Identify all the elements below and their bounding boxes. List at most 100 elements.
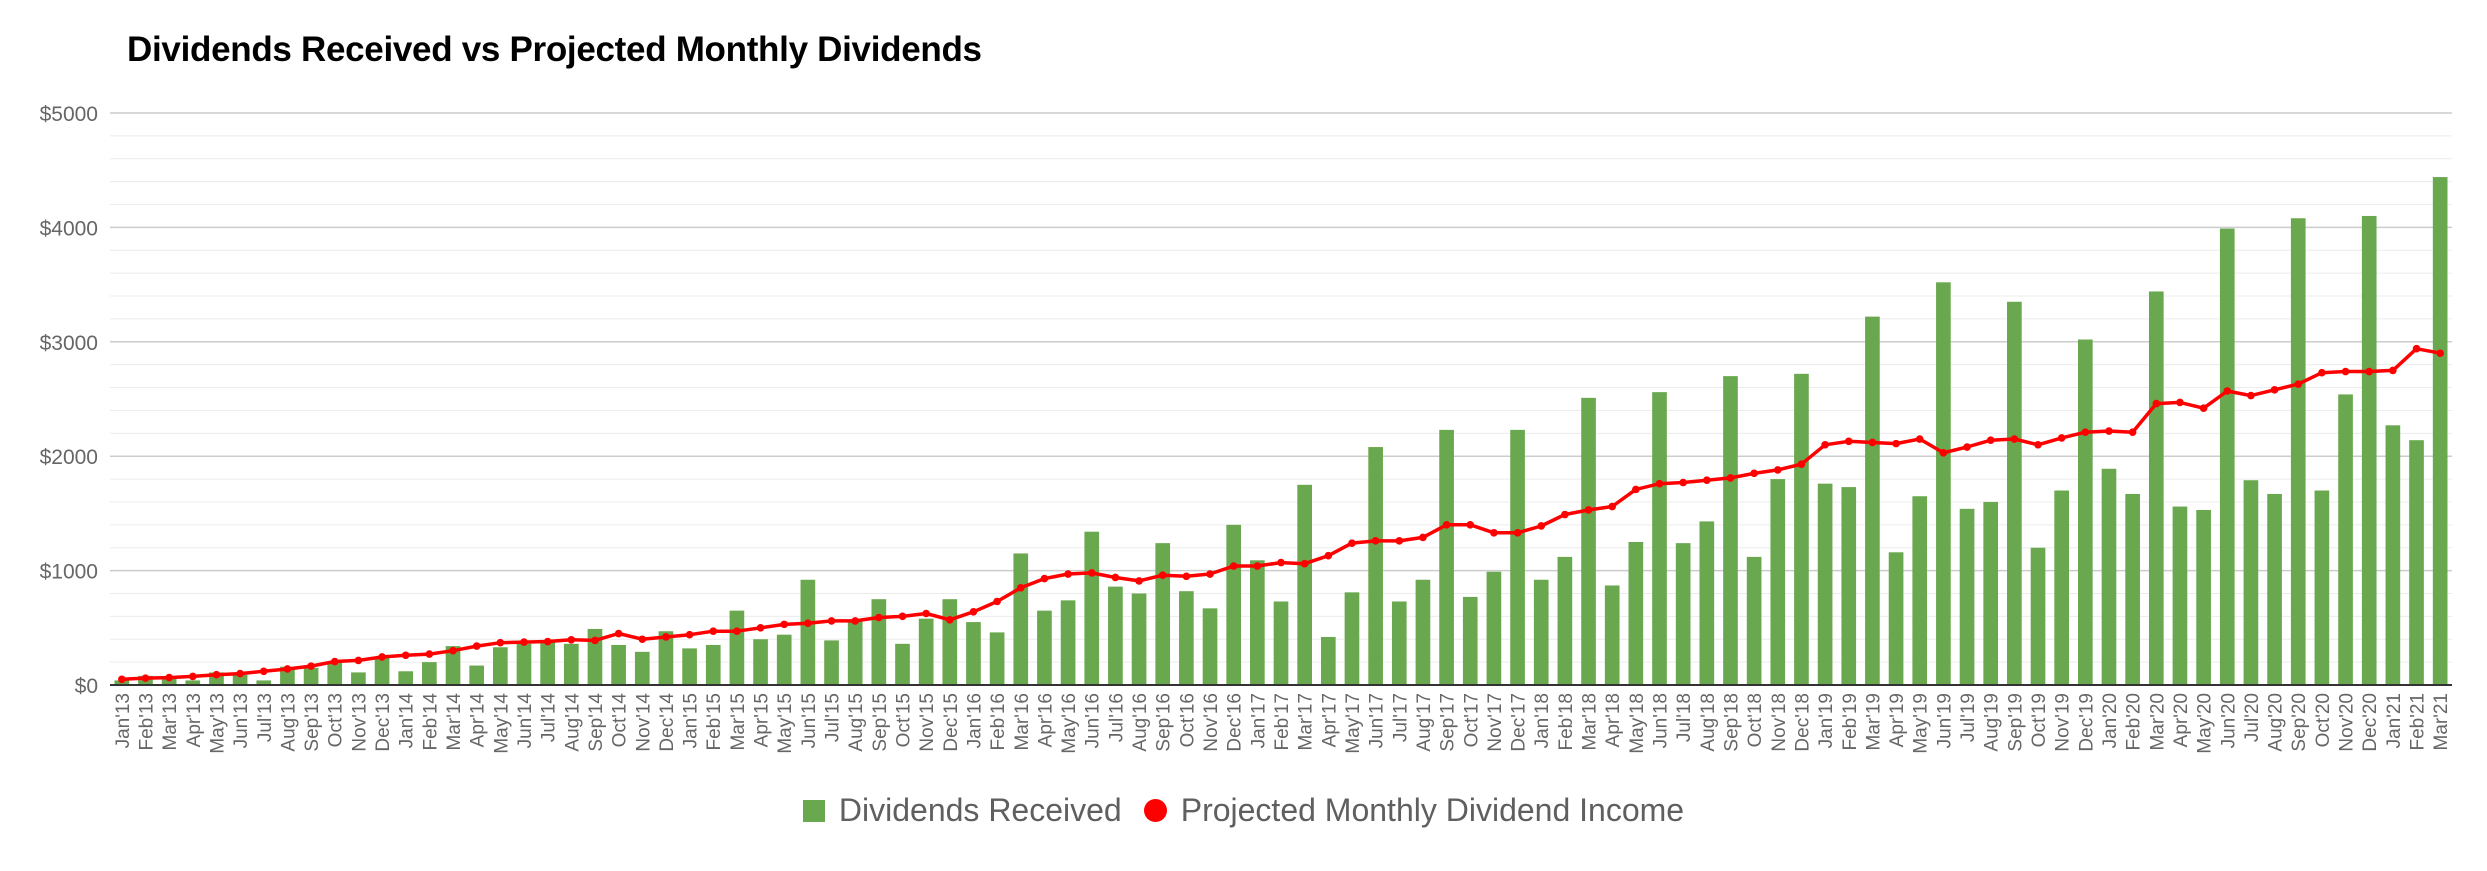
bar-Jan'21[interactable] — [2385, 425, 2401, 685]
bar-Jul'13[interactable] — [256, 680, 272, 685]
line-point-Nov'15[interactable] — [922, 609, 930, 618]
bar-Aug'13[interactable] — [280, 666, 295, 685]
line-point-Sep'20[interactable] — [2294, 380, 2303, 388]
line-point-Jul'18[interactable] — [1679, 478, 1687, 487]
bar-Aug'17[interactable] — [1415, 579, 1431, 685]
bar-Nov'18[interactable] — [1770, 479, 1786, 685]
line-point-May'17[interactable] — [1348, 539, 1356, 547]
bar-May'16[interactable] — [1060, 600, 1076, 685]
line-point-Dec'13[interactable] — [378, 653, 386, 661]
line-point-Feb'20[interactable] — [2128, 428, 2137, 436]
line-point-Apr'15[interactable] — [756, 624, 765, 632]
bar-Aug'18[interactable] — [1699, 521, 1715, 685]
bar-Jun'16[interactable] — [1084, 531, 1100, 685]
line-point-Jan'15[interactable] — [685, 630, 694, 639]
bar-Jun'18[interactable] — [1652, 392, 1667, 685]
bar-Nov'17[interactable] — [1486, 571, 1502, 685]
line-point-Feb'19[interactable] — [1844, 437, 1853, 446]
bar-Nov'16[interactable] — [1202, 608, 1218, 685]
line-point-Aug'16[interactable] — [1135, 577, 1143, 585]
bar-Aug'20[interactable] — [2267, 493, 2282, 685]
line-point-Nov'13[interactable] — [354, 656, 363, 665]
bar-Feb'18[interactable] — [1557, 556, 1573, 685]
bar-Dec'18[interactable] — [1794, 373, 1809, 685]
line-point-Nov'20[interactable] — [2341, 367, 2350, 376]
line-point-May'14[interactable] — [496, 638, 505, 647]
line-point-Mar'21[interactable] — [2436, 349, 2444, 358]
bar-Mar'18[interactable] — [1581, 397, 1596, 685]
line-point-Aug'13[interactable] — [283, 665, 292, 673]
line-point-Jan'14[interactable] — [401, 651, 410, 660]
line-point-May'15[interactable] — [780, 620, 789, 629]
bar-Jan'15[interactable] — [682, 648, 697, 685]
line-point-Jan'21[interactable] — [2389, 366, 2397, 375]
line-point-Nov'18[interactable] — [1773, 466, 1782, 474]
line-point-Apr'18[interactable] — [1608, 502, 1616, 511]
line-point-Jul'13[interactable] — [259, 667, 268, 676]
bar-Jan'14[interactable] — [398, 671, 414, 685]
line-point-Mar'16[interactable] — [1016, 583, 1025, 592]
line-point-Sep'13[interactable] — [307, 662, 315, 670]
line-point-Mar'19[interactable] — [1868, 438, 1877, 447]
line-point-Aug'20[interactable] — [2270, 386, 2279, 394]
line-point-Oct'18[interactable] — [1750, 469, 1758, 478]
bar-Jun'14[interactable] — [516, 643, 532, 685]
line-point-Sep'18[interactable] — [1726, 474, 1735, 482]
line-point-Aug'14[interactable] — [567, 636, 576, 644]
bar-Feb'19[interactable] — [1841, 487, 1857, 685]
line-point-Mar'17[interactable] — [1300, 559, 1309, 568]
bar-May'20[interactable] — [2196, 509, 2211, 685]
line-point-Jul'16[interactable] — [1111, 573, 1120, 582]
line-point-Apr'13[interactable] — [188, 672, 197, 681]
line-point-Jul'14[interactable] — [543, 637, 552, 646]
line-point-Oct'20[interactable] — [2318, 368, 2326, 377]
bar-Sep'17[interactable] — [1439, 429, 1454, 685]
bar-Dec'19[interactable] — [2077, 339, 2093, 685]
bar-Aug'19[interactable] — [1983, 501, 1999, 685]
bar-Sep'18[interactable] — [1723, 376, 1738, 685]
bar-Oct'13[interactable] — [327, 662, 343, 685]
bar-Mar'15[interactable] — [729, 610, 745, 685]
bar-Oct'18[interactable] — [1746, 556, 1762, 685]
bar-Mar'13[interactable] — [161, 678, 177, 685]
line-point-Apr'16[interactable] — [1040, 574, 1049, 583]
bar-Jul'17[interactable] — [1391, 601, 1407, 685]
bar-Nov'15[interactable] — [918, 618, 934, 685]
bar-Dec'13[interactable] — [374, 657, 390, 685]
line-point-Jun'15[interactable] — [804, 619, 812, 628]
line-point-May'20[interactable] — [2199, 404, 2208, 412]
bar-Jul'20[interactable] — [2243, 480, 2259, 685]
bar-Aug'16[interactable] — [1131, 593, 1147, 685]
bar-Apr'13[interactable] — [185, 680, 201, 685]
bar-Oct'19[interactable] — [2030, 547, 2046, 685]
line-point-Mar'20[interactable] — [2152, 399, 2161, 408]
bar-Feb'21[interactable] — [2409, 440, 2424, 685]
line-point-Mar'15[interactable] — [733, 627, 741, 636]
bar-Apr'20[interactable] — [2172, 506, 2188, 685]
line-point-Jan'18[interactable] — [1537, 522, 1546, 530]
line-point-Dec'15[interactable] — [946, 615, 954, 624]
bar-Apr'14[interactable] — [469, 665, 485, 685]
line-point-Apr'17[interactable] — [1324, 551, 1333, 560]
line-point-Apr'14[interactable] — [472, 642, 481, 650]
bar-Sep'16[interactable] — [1155, 543, 1171, 685]
line-point-Jun'20[interactable] — [2223, 387, 2232, 395]
line-point-Oct'19[interactable] — [2034, 440, 2042, 449]
line-point-Dec'17[interactable] — [1513, 529, 1522, 537]
line-point-Sep'14[interactable] — [591, 636, 599, 645]
bar-Nov'13[interactable] — [351, 672, 366, 685]
bar-Nov'20[interactable] — [2338, 394, 2353, 685]
line-point-Oct'16[interactable] — [1182, 572, 1191, 581]
line-point-Jun'16[interactable] — [1087, 569, 1096, 577]
bar-Jun'13[interactable] — [232, 674, 248, 685]
bar-Jul'19[interactable] — [1959, 508, 1975, 685]
bar-Feb'14[interactable] — [422, 662, 437, 685]
line-point-Sep'16[interactable] — [1158, 571, 1167, 579]
line-point-Feb'21[interactable] — [2412, 344, 2421, 353]
bar-Jul'14[interactable] — [540, 640, 555, 685]
bar-Oct'20[interactable] — [2314, 490, 2330, 685]
bar-May'18[interactable] — [1628, 542, 1644, 685]
line-point-Sep'15[interactable] — [875, 613, 883, 622]
line-point-Apr'20[interactable] — [2176, 398, 2184, 407]
bar-Oct'15[interactable] — [895, 643, 910, 685]
